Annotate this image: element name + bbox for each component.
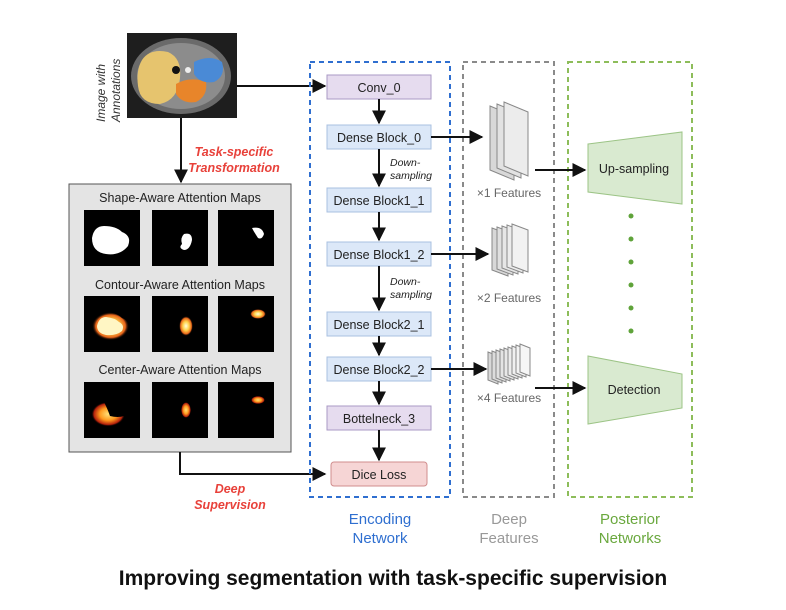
input-ct-image	[127, 33, 237, 118]
detection-block: Detection	[587, 355, 683, 425]
shape-map-2	[152, 210, 208, 266]
transform-line2: Transformation	[188, 161, 280, 175]
shape-map-3	[218, 210, 274, 266]
center-map-1	[84, 382, 140, 438]
feature-stack-x4	[487, 343, 531, 385]
feature-stack-x1	[489, 101, 529, 181]
svg-text:Image with: Image with	[94, 64, 108, 122]
center-map-3	[218, 382, 274, 438]
input-label-line2: Annotations	[109, 59, 123, 123]
block-dense1-1: Dense Block1_1	[326, 187, 432, 213]
downsampling-1-line1: Down-	[390, 157, 421, 169]
block-bottleneck: Bottelneck_3	[326, 405, 432, 431]
contour-map-3	[218, 296, 274, 352]
posterior-title-line2: Networks	[599, 530, 662, 547]
center-attention-title: Center-Aware Attention Maps	[98, 363, 261, 377]
arrow-deep-supervision	[179, 452, 327, 481]
block-dense1-2: Dense Block1_2	[326, 241, 432, 267]
block-dense2-1-label: Dense Block2_1	[333, 318, 424, 332]
block-dense1-2-label: Dense Block1_2	[333, 248, 424, 262]
posterior-title-line1: Posterior	[600, 511, 660, 528]
features-x2-label: ×2 Features	[477, 291, 541, 305]
contour-map-1	[84, 296, 140, 352]
shape-map-1	[84, 210, 140, 266]
deep-features-border	[462, 61, 555, 498]
features-title-line1: Deep	[491, 511, 527, 528]
block-dense0: Dense Block_0	[326, 124, 432, 150]
block-bottleneck-label: Bottelneck_3	[343, 412, 415, 426]
transform-line1: Task-specific	[195, 145, 274, 159]
detection-label: Detection	[608, 383, 661, 397]
block-dense0-label: Dense Block_0	[337, 131, 421, 145]
upsampling-block: Up-sampling	[587, 131, 683, 205]
upsampling-label: Up-sampling	[599, 162, 669, 176]
downsampling-2-line1: Down-	[390, 276, 421, 288]
caption: Improving segmentation with task-specifi…	[119, 567, 667, 590]
center-map-2	[152, 382, 208, 438]
encoding-title-line1: Encoding	[349, 511, 412, 528]
block-dense1-1-label: Dense Block1_1	[333, 194, 424, 208]
shape-attention-title: Shape-Aware Attention Maps	[99, 191, 261, 205]
downsampling-1-line2: sampling	[390, 170, 432, 182]
encoding-title-line2: Network	[352, 530, 408, 547]
deep-supervision-line2: Supervision	[194, 498, 266, 512]
block-conv0-label: Conv_0	[357, 81, 400, 95]
svg-text:Annotations: Annotations	[109, 59, 123, 123]
block-dense2-2-label: Dense Block2_2	[333, 363, 424, 377]
block-dense2-2: Dense Block2_2	[326, 356, 432, 382]
features-x4-label: ×4 Features	[477, 391, 541, 405]
block-dice-loss-label: Dice Loss	[352, 468, 407, 482]
block-dense2-1: Dense Block2_1	[326, 311, 432, 337]
block-dice-loss: Dice Loss	[330, 461, 428, 487]
features-title-line2: Features	[479, 530, 538, 547]
feature-stack-x2	[491, 223, 529, 277]
input-label-line1: Image with	[94, 64, 108, 122]
features-x1-label: ×1 Features	[477, 186, 541, 200]
block-conv0: Conv_0	[326, 74, 432, 100]
downsampling-2-line2: sampling	[390, 289, 432, 301]
posterior-networks-border	[567, 61, 693, 498]
vertical-ellipsis	[628, 213, 634, 334]
deep-supervision-line1: Deep	[215, 482, 246, 496]
contour-attention-title: Contour-Aware Attention Maps	[95, 278, 265, 292]
contour-map-2	[152, 296, 208, 352]
